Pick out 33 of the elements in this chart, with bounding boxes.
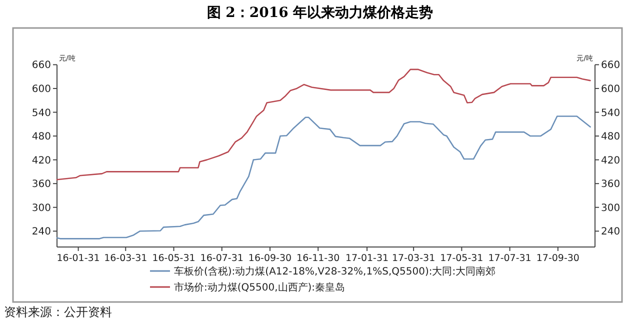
legend-label: 车板价(含税):动力煤(A12-18%,V28-32%,1%S,Q5500):大同:大同南郊	[174, 266, 496, 278]
text: 资料来源：公开资料	[4, 305, 112, 319]
x-tick-label: 17-07-31	[488, 253, 532, 264]
x-tick-label: 16-09-30	[248, 253, 292, 264]
x-tick-label: 16-11-30	[296, 253, 340, 264]
y2-tick-label: 480	[601, 132, 620, 143]
y2-tick-label: 360	[601, 179, 620, 190]
y2-tick-label: 660	[601, 60, 620, 72]
y-tick-label: 600	[32, 84, 51, 95]
y-tick-label: 240	[32, 226, 51, 238]
y-tick-label: 420	[32, 155, 51, 166]
chart-title: 图 2：2016 年以来动力煤价格走势	[206, 5, 434, 21]
y2-tick-label: 420	[601, 155, 620, 166]
y-tick-label: 300	[32, 202, 51, 214]
x-tick-label: 17-01-31	[345, 253, 389, 264]
y-tick-label: 540	[32, 108, 51, 119]
line-series	[56, 116, 591, 240]
y-tick-label: 360	[32, 179, 51, 190]
x-tick-label: 16-03-31	[104, 253, 148, 264]
line-series	[56, 68, 591, 180]
x-tick-label: 16-01-31	[56, 253, 100, 264]
y2-tick-label: 600	[601, 84, 620, 95]
y2-tick-label: 240	[601, 226, 620, 238]
x-tick-label: 17-09-30	[536, 253, 580, 264]
y2-tick-label: 540	[601, 108, 620, 119]
y-tick-label: 480	[32, 132, 51, 143]
y2-tick-label: 300	[601, 202, 620, 214]
y-tick-label: 660	[32, 60, 51, 72]
x-tick-label: 16-05-31	[152, 253, 196, 264]
x-tick-label: 16-07-31	[200, 253, 244, 264]
legend-label: 市场价:动力煤(Q5500,山西产):秦皇岛	[174, 282, 346, 294]
x-tick-label: 17-05-31	[440, 253, 484, 264]
x-tick-label: 17-03-31	[392, 253, 436, 264]
